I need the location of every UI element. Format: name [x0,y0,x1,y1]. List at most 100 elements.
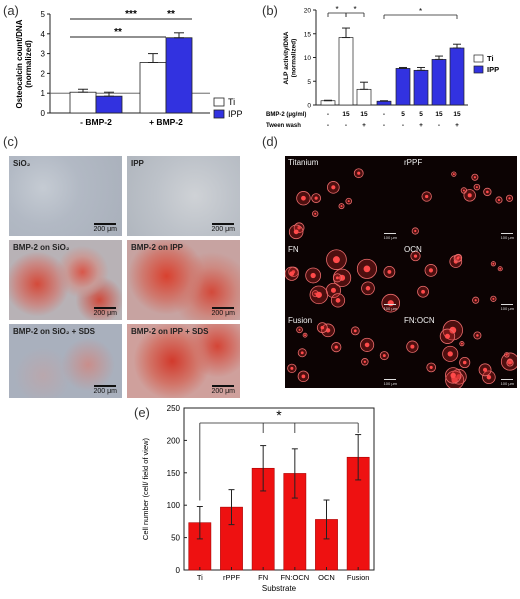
fluorescence-ocn: OCN 100 μm [401,243,517,313]
scale-bar: 100 μm [500,304,514,311]
significance-marker: * [276,407,282,423]
row-value-bmp2: 5 [419,111,423,118]
cell-nucleus [414,229,417,233]
cell-nucleus [315,291,322,298]
row-value-bmp2: 15 [435,111,443,118]
cell-nucleus [339,274,346,281]
cell-nucleus [304,334,307,337]
micrograph-label: BMP-2 on IPP [131,243,184,252]
row-label-bmp2: BMP-2 (μg/ml) [266,112,306,118]
bar-ipp [95,95,123,114]
x-tick-label: rPPF [223,573,241,582]
fluorescence-fn-ocn: FN:OCN 100 μm [401,314,517,388]
y-tick-label: 5 [41,10,46,19]
cell-nucleus [497,198,501,202]
cell-nucleus [298,328,301,331]
x-tick-label: FN [258,573,268,582]
x-tick-label: OCN [318,573,335,582]
row-value-bmp2: - [327,111,329,118]
significance-marker: *** [125,9,137,20]
micrograph-label: BMP-2 on SiO₂ + SDS [13,327,96,336]
bar-ipp [431,59,447,106]
panel-label-e: (e) [134,405,150,420]
row-value-tween: - [345,122,347,129]
fluorescence-fn: FN 100 μm [285,243,400,313]
cell-nucleus [508,361,512,365]
y-tick-label: 100 [167,501,181,510]
legend-label: Ti [228,97,235,107]
cell-nucleus [293,229,299,235]
cell-nucleus [428,268,434,273]
scale-bar: 100 μm [500,233,514,240]
cell-nucleus [363,360,367,363]
cell-nucleus [508,197,511,200]
significance-marker: * [353,5,356,14]
cell-field [287,322,389,383]
cell-nucleus [289,271,295,277]
cell-nucleus [486,375,492,380]
panel-label-d: (d) [262,134,278,149]
row-value-tween: - [327,122,329,129]
row-value-bmp2: 5 [401,111,405,118]
y-tick-label: 1 [41,89,46,98]
cell-nucleus [452,173,455,176]
row-value-bmp2: 15 [342,111,350,118]
cell-nucleus [482,367,488,372]
fluorescence-label: FN [288,245,299,254]
fluorescence-label: FN:OCN [404,316,435,325]
bar-ipp [449,47,465,106]
bar-ti [69,91,97,114]
cell-nucleus [474,299,477,302]
row-label-tween: Tween wash [266,123,301,129]
x-tick-label: - BMP-2 [80,117,112,127]
scale-bar: 200 μm [212,385,235,395]
y-tick-label: 15 [304,31,312,38]
cell-nucleus [462,189,465,192]
significance-marker: ** [114,27,122,38]
cell-nucleus [499,267,502,270]
cell-nucleus [332,256,340,264]
scale-bar: 200 μm [94,223,117,233]
y-tick-label: 5 [307,79,311,86]
y-tick-label: 50 [171,534,180,543]
cell-nucleus [340,205,343,208]
scale-bar: 100 μm [383,233,397,240]
y-tick-label: 0 [41,109,46,118]
significance-marker: * [335,5,338,14]
x-axis-label: Substrate [262,584,297,593]
cell-nucleus [301,374,306,379]
cell-field [411,171,514,235]
legend-swatch [213,109,225,119]
scale-bar: 100 μm [500,379,514,386]
plot-frame [183,407,375,571]
row-value-bmp2: 15 [453,111,461,118]
scale-bar: 200 μm [94,307,117,317]
bar-ti [338,37,354,106]
cell-field [288,168,364,240]
micrograph-label: IPP [131,159,144,168]
x-tick-label: Ti [197,573,203,582]
micrograph-bmp2-ipp-sds: BMP-2 on IPP + SDS 200 μm [127,324,240,398]
y-tick-label: 20 [304,8,312,15]
x-tick-label: + BMP-2 [149,117,183,127]
row-value-tween: - [402,122,404,129]
cell-nucleus [467,193,472,198]
cell-field [406,320,517,388]
row-value-bmp2: - [383,111,385,118]
y-tick-label: 3 [41,50,46,59]
cell-nucleus [297,226,301,230]
row-value-bmp2: 15 [360,111,368,118]
significance-marker: * [419,7,422,16]
scale-bar: 100 μm [383,304,397,311]
cell-nucleus [365,286,371,291]
cell-nucleus [444,333,450,339]
legend-label: IPP [228,109,243,119]
cell-nucleus [492,297,495,300]
cell-nucleus [310,272,316,279]
bar-ti [356,88,372,106]
cell-nucleus [335,276,339,280]
bar-ti [320,100,336,106]
cell-nucleus [320,325,325,330]
row-value-tween: + [362,122,366,129]
cell-nucleus [347,200,350,203]
